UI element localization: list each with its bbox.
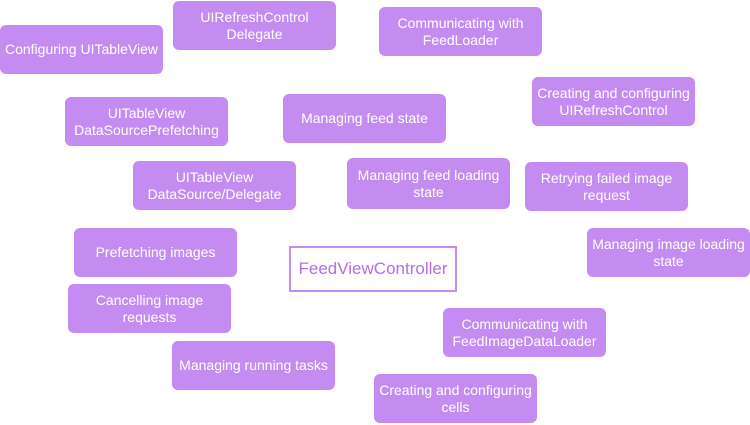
responsibility-bubble: Cancelling image requests	[68, 284, 231, 333]
responsibility-bubble: Managing feed state	[283, 94, 446, 143]
responsibility-bubble: Communicating with FeedImageDataLoader	[443, 308, 606, 357]
responsibility-bubble: Retrying failed image request	[525, 162, 688, 211]
responsibility-bubble: Managing image loading state	[587, 228, 750, 277]
center-node: FeedViewController	[289, 246, 457, 292]
responsibility-bubble: Configuring UITableView	[0, 25, 163, 74]
responsibility-bubble: Managing feed loading state	[347, 158, 510, 209]
responsibility-bubble: UITableView DataSource/Delegate	[133, 161, 296, 210]
responsibility-bubble: UIRefreshControl Delegate	[173, 1, 336, 50]
responsibility-bubble: Prefetching images	[74, 228, 237, 277]
responsibility-bubble: Creating and configuring cells	[374, 374, 537, 423]
responsibility-bubble: Creating and configuring UIRefreshContro…	[532, 77, 695, 126]
responsibility-bubble: Communicating with FeedLoader	[379, 7, 542, 56]
responsibility-bubble: UITableView DataSourcePrefetching	[65, 97, 228, 146]
responsibility-bubble: Managing running tasks	[172, 341, 335, 390]
